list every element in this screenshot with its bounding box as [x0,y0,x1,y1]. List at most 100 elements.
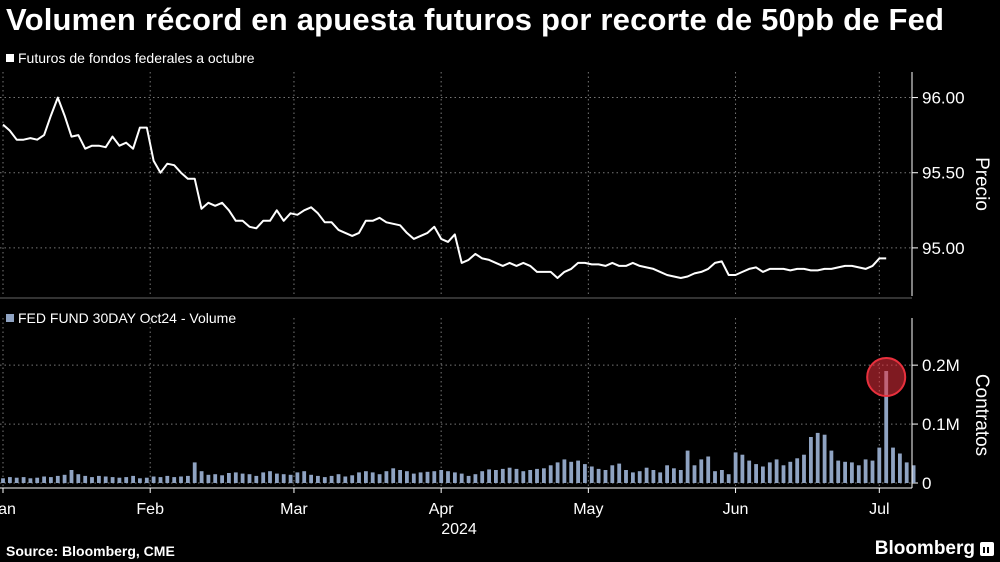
price-y-label: Precio [971,157,992,211]
volume-bar [603,470,608,483]
volume-bar [158,477,163,483]
volume-bar [514,468,519,483]
volume-bar [220,475,224,483]
volume-tick-label: 0 [922,474,931,493]
volume-bar [357,472,361,483]
volume-bar [42,476,46,483]
volume-bar [247,474,252,483]
volume-bar [856,465,861,483]
volume-bar [186,475,190,483]
volume-y-ticks: 0.2M 0.1M 0 [912,356,960,493]
volume-bar [206,474,211,484]
volume-bar [432,471,437,483]
volume-bar [747,460,752,483]
x-year-label: 2024 [441,521,477,538]
volume-bar [261,472,266,483]
volume-bar [535,468,539,483]
volume-bar [329,475,334,483]
volume-bar [904,462,909,483]
volume-bar [562,459,567,483]
volume-bar [699,459,704,483]
x-tick-label-apr: Apr [429,501,455,518]
page-title: Volumen récord en apuesta futuros por re… [6,2,945,37]
volume-bar [418,472,423,483]
volume-bars [1,371,916,484]
volume-bar [740,454,745,483]
volume-bar [781,465,786,483]
brand-name: Bloomberg [874,538,975,559]
volume-bar [28,478,33,483]
volume-bar [302,471,307,483]
volume-bar [411,473,416,483]
volume-bar [521,471,526,483]
volume-bar [21,477,26,483]
price-tick-label: 95.50 [922,164,965,183]
price-legend-swatch [6,54,14,62]
volume-bar [391,468,396,483]
x-tick-label-may: May [573,501,603,518]
volume-bar [542,468,546,483]
volume-bar [466,475,471,483]
volume-bar [131,475,135,483]
source-note: Source: Bloomberg, CME [6,543,175,559]
x-tick-label-jan: Jan [0,501,16,518]
volume-bar [822,434,827,483]
volume-legend: FED FUND 30DAY Oct24 - Volume [6,310,236,326]
volume-bar [500,468,505,483]
volume-bar [870,460,875,483]
volume-bar [213,474,218,483]
volume-bar [49,477,53,483]
volume-bar [706,456,711,483]
volume-bar [644,467,649,483]
volume-bar [124,477,129,483]
volume-tick-label: 0.1M [922,415,960,434]
x-tick-label-mar: Mar [280,501,308,518]
bloomberg-icon [980,542,994,556]
brand-logo: Bloomberg [875,538,994,560]
volume-bar [589,466,594,483]
volume-bar [658,472,663,483]
volume-bar [788,461,793,483]
volume-bar [35,477,40,483]
volume-bar [473,474,478,483]
volume-y-label: Contratos [971,374,992,456]
price-gridlines [0,72,912,296]
volume-legend-label: FED FUND 30DAY Oct24 - Volume [18,310,237,326]
volume-bar [726,474,731,483]
volume-bar [76,474,81,483]
volume-bar [446,471,450,483]
volume-bar [713,471,717,483]
volume-bar [309,474,313,484]
volume-bar [884,371,889,483]
volume-bar [583,464,587,483]
volume-tick-label: 0.2M [922,356,960,375]
volume-bar [754,464,758,483]
volume-bar [548,465,553,483]
volume-bar [494,470,498,483]
volume-bar [761,466,765,483]
volume-bar [405,471,409,483]
volume-bar [665,465,669,483]
volume-bar [144,477,149,483]
volume-bar [322,477,327,483]
volume-bar [288,474,293,484]
volume-bar [83,475,88,483]
price-tick-label: 96.00 [922,89,965,108]
volume-bar [877,447,882,483]
volume-bar [651,470,656,483]
volume-bar [439,470,444,483]
volume-bar [233,472,238,483]
x-tick-label-jun: Jun [723,501,749,518]
volume-bar [316,475,320,483]
price-legend-label: Futuros de fondos federales a octubre [18,50,255,66]
volume-bar [555,462,560,483]
volume-bar [459,473,464,483]
record-volume-highlight [866,357,907,397]
volume-bar [891,447,895,483]
volume-bar [767,462,772,483]
volume-bar [898,453,902,483]
volume-bar [637,471,642,483]
volume-bar [8,477,12,483]
volume-bar [610,465,615,483]
